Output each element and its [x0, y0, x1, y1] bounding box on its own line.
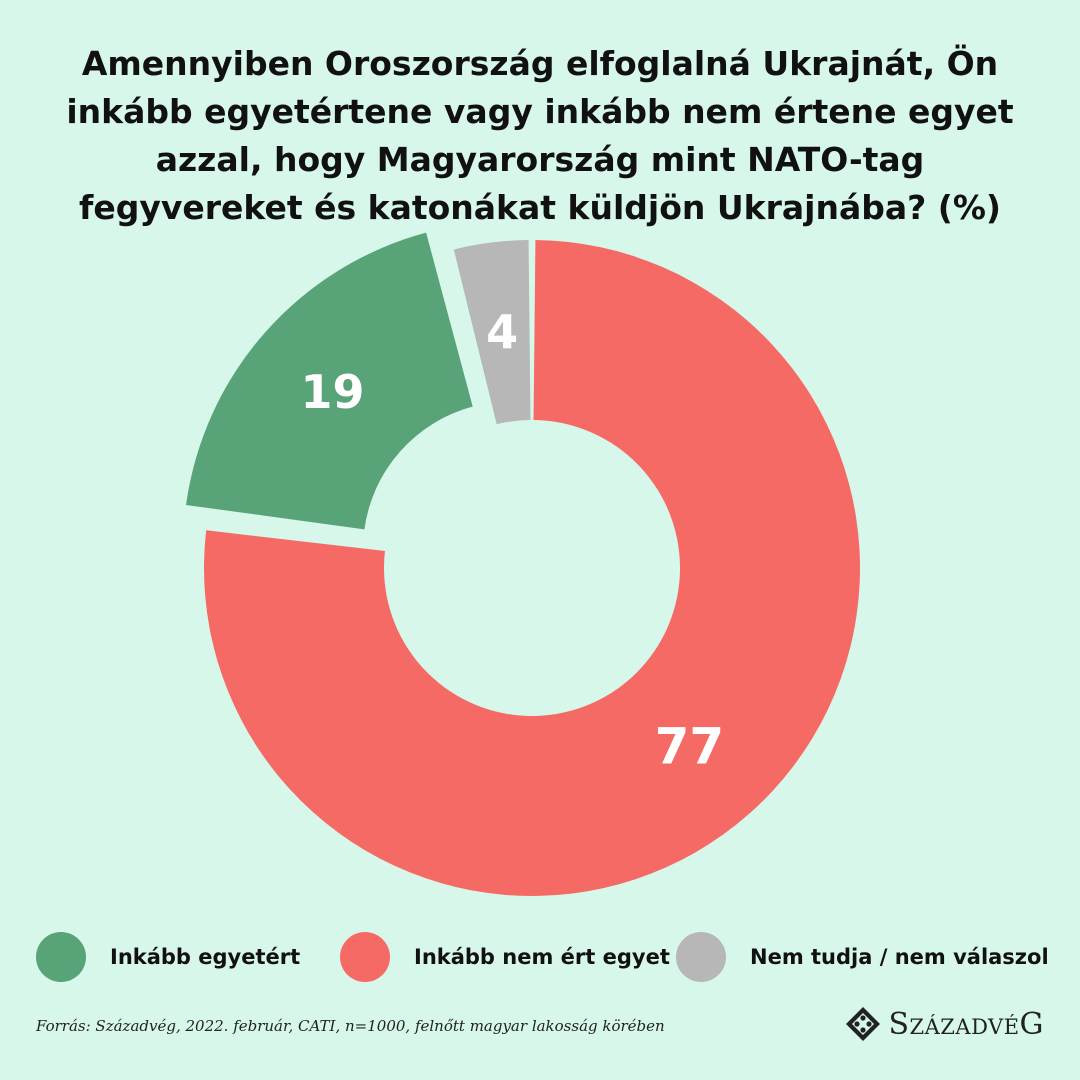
legend-item-disagree: Inkább nem ért egyet [340, 932, 670, 982]
legend-item-no-answer: Nem tudja / nem válaszol [676, 932, 1049, 982]
data-label-agree: 19 [300, 365, 364, 419]
slice-no-answer [453, 240, 531, 425]
legend-swatch-disagree [340, 932, 390, 982]
brand-logo: SzázadvéG [845, 1006, 1045, 1042]
slice-agree [186, 232, 473, 530]
legend-label-disagree: Inkább nem ért egyet [414, 945, 670, 969]
legend-swatch-agree [36, 932, 86, 982]
diamond-logo-icon [845, 1007, 880, 1041]
legend-item-agree: Inkább egyetért [36, 932, 300, 982]
brand-name: SzázadvéG [888, 1006, 1044, 1042]
legend-label-no-answer: Nem tudja / nem válaszol [750, 945, 1049, 969]
chart-title: Amennyiben Oroszország elfoglalná Ukrajn… [66, 44, 1014, 227]
source-note: Forrás: Századvég, 2022. február, CATI, … [36, 1017, 665, 1035]
legend-label-agree: Inkább egyetért [110, 945, 301, 969]
slice-disagree [203, 240, 860, 896]
data-label-no-answer: 4 [486, 305, 518, 359]
data-label-disagree: 77 [655, 718, 725, 776]
legend-swatch-no-answer [676, 932, 726, 982]
